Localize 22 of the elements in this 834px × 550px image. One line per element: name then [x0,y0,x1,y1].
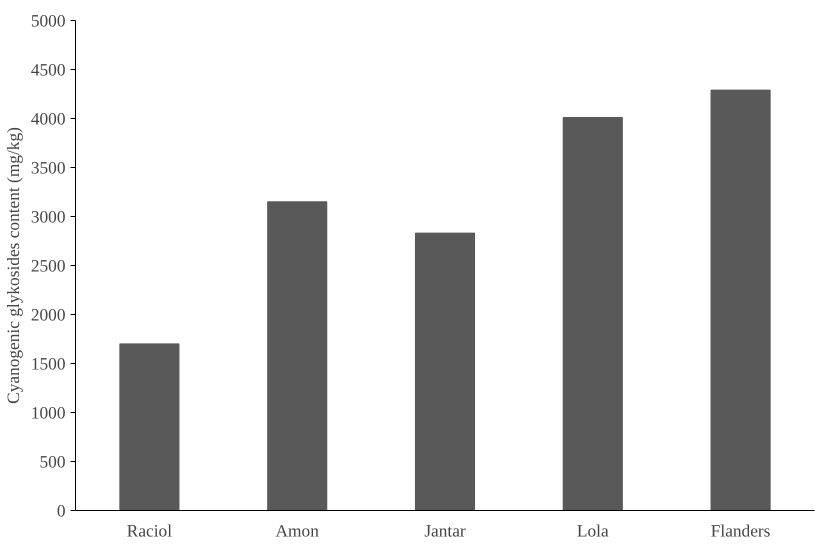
bar [562,117,623,510]
y-tick-label: 1000 [30,404,66,422]
x-tick-label: Jantar [424,522,466,540]
y-axis-title: Cyanogenic glykosides content (mg/kg) [4,126,23,404]
y-tick-label: 2500 [30,256,66,276]
bar [414,232,476,510]
x-tick-label: Lola [576,522,609,540]
y-tick-label: 4000 [30,110,66,128]
y-tick-label: 1500 [30,354,66,374]
y-tick-label: 5000 [30,12,66,30]
y-tick-label: 4500 [30,60,66,80]
x-tick-label: Amon [276,522,320,540]
x-tick-label: Flanders [710,522,771,540]
bar [710,90,771,510]
y-tick-label: 0 [56,502,66,520]
y-tick-label: 3500 [30,158,66,178]
bar [119,343,180,510]
bar [267,201,328,510]
y-tick-label: 2000 [30,306,66,324]
y-tick-label: 500 [40,452,66,472]
y-tick-label: 3000 [30,208,66,226]
x-tick-label: Raciol [126,522,172,540]
